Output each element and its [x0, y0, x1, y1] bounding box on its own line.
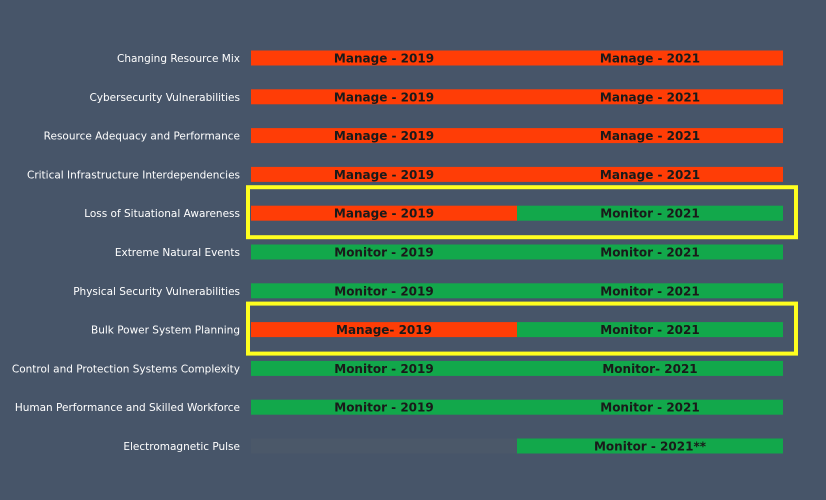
bar-segment-2021 [517, 50, 783, 66]
highlight-box [246, 301, 798, 356]
bar-segment-2019 [251, 166, 517, 182]
risk-label: Critical Infrastructure Interdependencie… [27, 169, 240, 181]
row-electromagnetic-pulse: Electromagnetic Pulse Monitor - 2021** [123, 438, 783, 454]
segment-label-2021: Monitor - 2021 [600, 401, 699, 415]
segment-label-2019: Monitor - 2019 [334, 246, 433, 260]
risk-label: Cybersecurity Vulnerabilities [89, 92, 240, 104]
row-human-performance-and-skilled-workforce: Human Performance and Skilled Workforce M… [15, 399, 783, 415]
highlight-box [246, 185, 798, 240]
segment-label-2021: Monitor - 2021** [594, 440, 707, 454]
row-control-and-protection-systems-complexity: Control and Protection Systems Complexit… [12, 360, 783, 376]
segment-label-2019: Monitor - 2019 [334, 284, 433, 298]
bar-segment-2021 [517, 166, 783, 182]
segment-label-2021: Monitor - 2021 [600, 207, 699, 221]
risk-label: Resource Adequacy and Performance [44, 131, 240, 143]
segment-label-2019: Monitor - 2019 [334, 401, 433, 415]
bar-segment-2021 [517, 360, 783, 376]
bar-segment-2021 [517, 283, 783, 299]
segment-label-2021: Manage - 2021 [600, 90, 700, 104]
row-bulk-power-system-planning: Bulk Power System Planning Manage- 2019 Mo… [91, 301, 798, 356]
bar-segment-2019 [251, 89, 517, 105]
segment-label-2019: Manage - 2019 [334, 90, 434, 104]
segment-label-2021: Monitor- 2021 [602, 362, 697, 376]
risk-label: Control and Protection Systems Complexit… [12, 363, 240, 375]
segment-label-2019: Manage - 2019 [334, 207, 434, 221]
row-physical-security-vulnerabilities: Physical Security Vulnerabilities Monitor… [73, 283, 783, 299]
segment-label-2021: Manage - 2021 [600, 168, 700, 182]
bar-segment-2019 [251, 360, 517, 376]
segment-label-2021: Manage - 2021 [600, 129, 700, 143]
bar-segment-2021 [517, 438, 783, 454]
bar-segment-2021 [517, 205, 783, 221]
risk-label: Bulk Power System Planning [91, 325, 240, 337]
row-resource-adequacy-and-performance: Resource Adequacy and Performance Manage … [44, 128, 783, 144]
risk-label: Electromagnetic Pulse [123, 441, 240, 453]
segment-label-2019: Manage - 2019 [334, 52, 434, 66]
risk-label: Human Performance and Skilled Workforce [15, 402, 240, 414]
bar-segment-2019 [251, 205, 517, 221]
row-critical-infrastructure-interdependencies: Critical Infrastructure Interdependencie… [27, 166, 783, 182]
bar-segment-2019 [251, 283, 517, 299]
bar-segment-2019 [251, 50, 517, 66]
segment-label-2019: Manage - 2019 [334, 168, 434, 182]
bar-segment-2021 [517, 244, 783, 260]
bar-segment-2019 [251, 128, 517, 144]
segment-label-2021: Monitor - 2021 [600, 284, 699, 298]
risk-label: Extreme Natural Events [115, 247, 240, 259]
bar-segment-2021 [517, 399, 783, 415]
row-extreme-natural-events: Extreme Natural Events Monitor - 2019 Moni… [115, 244, 783, 260]
bar-segment-2021 [517, 322, 783, 338]
row-changing-resource-mix: Changing Resource Mix Manage - 2019 Manage… [117, 50, 783, 66]
bar-segment-2019 [251, 438, 517, 454]
bar-segment-2019 [251, 244, 517, 260]
segment-label-2019: Manage - 2019 [334, 129, 434, 143]
segment-label-2021: Monitor - 2021 [600, 323, 699, 337]
segment-label-2021: Monitor - 2021 [600, 246, 699, 260]
risk-label: Changing Resource Mix [117, 53, 240, 65]
bar-segment-2019 [251, 322, 517, 338]
segment-label-2019: Monitor - 2019 [334, 362, 433, 376]
row-cybersecurity-vulnerabilities: Cybersecurity Vulnerabilities Manage - 20… [89, 89, 783, 105]
segment-label-2019: Manage- 2019 [336, 323, 432, 337]
bar-segment-2019 [251, 399, 517, 415]
segment-label-2021: Manage - 2021 [600, 52, 700, 66]
bar-segment-2021 [517, 128, 783, 144]
bar-segment-2021 [517, 89, 783, 105]
risk-label: Loss of Situational Awareness [84, 208, 240, 220]
row-loss-of-situational-awareness: Loss of Situational Awareness Manage - 20… [84, 185, 798, 240]
risk-label: Physical Security Vulnerabilities [73, 286, 240, 298]
